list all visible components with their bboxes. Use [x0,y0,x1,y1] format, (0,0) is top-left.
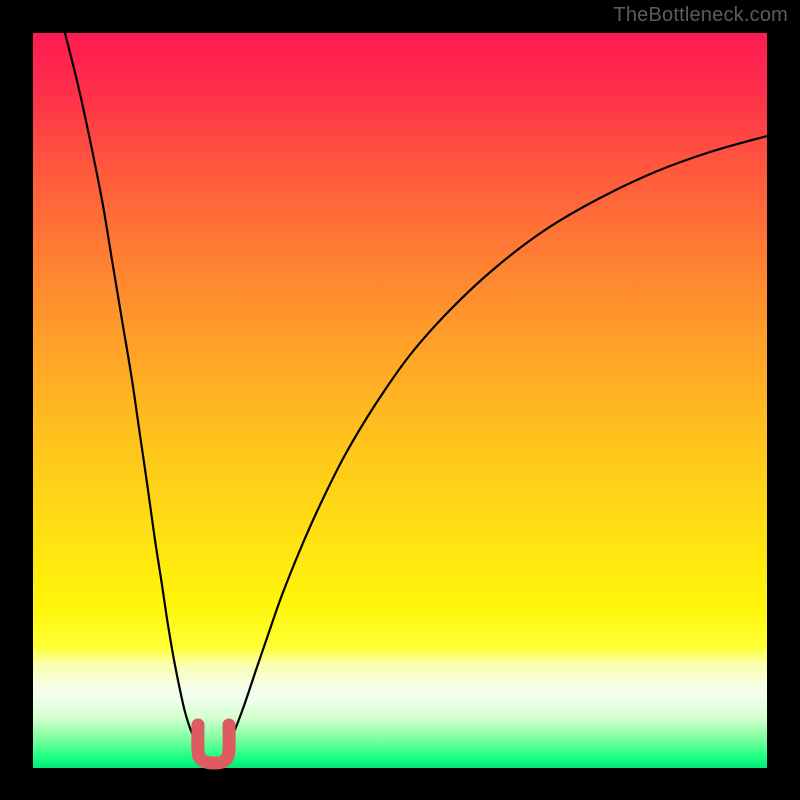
bottleneck-curve-chart [0,0,800,800]
watermark-text: TheBottleneck.com [613,4,788,27]
chart-container: TheBottleneck.com [0,0,800,800]
chart-background [33,33,767,768]
